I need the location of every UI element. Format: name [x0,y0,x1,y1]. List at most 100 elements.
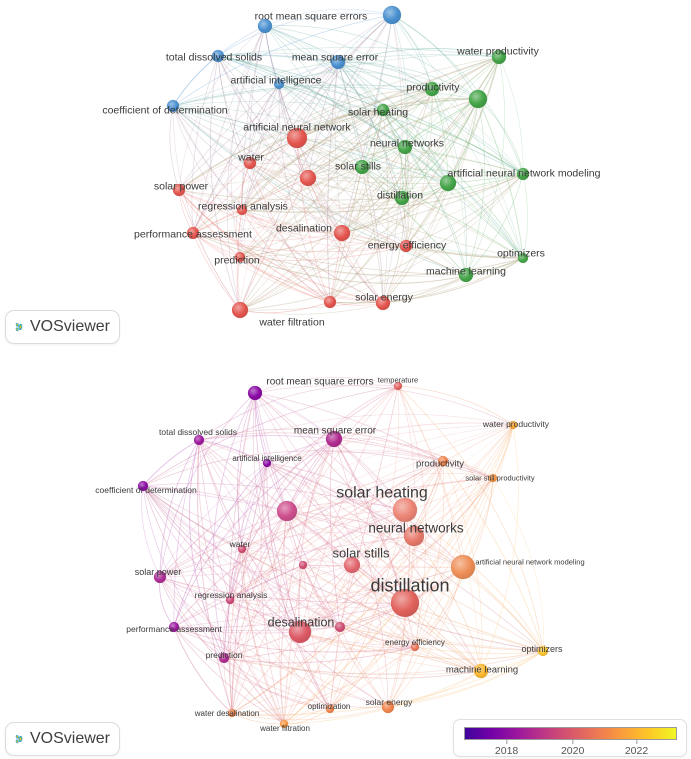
edge [283,626,341,725]
edge [391,14,409,247]
node-artificial-neural-network[interactable] [286,127,308,149]
node-water-productivity[interactable] [508,420,518,430]
node-solar-power[interactable] [172,183,186,197]
node-artificial-intelligence[interactable] [273,78,285,90]
vosviewer-logo-text: VOSviewer [29,318,110,335]
edge [178,88,433,191]
node-optimization[interactable] [325,704,335,714]
node-performance-assessment[interactable] [186,226,200,240]
edge [413,460,444,537]
edge [307,56,500,179]
node-solar-still-productivity[interactable] [488,473,498,483]
node-desalination[interactable] [333,224,351,242]
node-solar-energy[interactable] [381,700,395,714]
node-label-total-dissolved-solids: total dissolved solids [166,52,262,64]
edge [401,56,500,199]
node-prediction[interactable] [218,652,230,664]
node-regression-analysis[interactable] [225,595,235,605]
node-unlabeled[interactable] [439,174,457,192]
edge [465,98,485,276]
edge [333,438,389,708]
node-energy-efficiency[interactable] [410,642,420,652]
node-desalination[interactable] [288,620,312,644]
node-unlabeled[interactable] [334,621,346,633]
node-productivity[interactable] [437,455,449,467]
node-water[interactable] [243,156,257,170]
edge [169,105,180,191]
cluster-map: root mean square errors total dissolved s… [102,5,601,329]
node-water-desalination[interactable] [227,708,237,718]
node-solar-stills[interactable] [354,159,370,175]
node-machine-learning[interactable] [458,267,474,283]
node-regression-analysis[interactable] [236,204,248,216]
edge [249,88,433,164]
edge [159,392,256,578]
edge [239,14,393,311]
node-prediction[interactable] [234,251,246,263]
edge [413,424,514,537]
edge [283,631,301,725]
edge [286,510,464,568]
node-unlabeled[interactable] [323,295,337,309]
node-artificial-neural-network-modeling[interactable] [516,167,530,181]
tick-label: 2022 [624,745,649,757]
edge [286,424,514,512]
node-solar-stills[interactable] [343,556,361,574]
edge [229,566,464,601]
node-performance-assessment[interactable] [168,621,180,633]
node-coefficient-of-determination[interactable] [137,480,149,492]
node-water-filtration[interactable] [279,719,289,729]
edge [299,631,544,660]
node-optimizers[interactable] [517,252,529,264]
edge [142,439,200,487]
edge [339,564,353,628]
node-distillation[interactable] [390,588,420,618]
edge [283,424,514,725]
edge [159,509,406,578]
node-unlabeled[interactable] [298,560,308,570]
node-artificial-neural-network-modeling[interactable] [450,554,476,580]
node-unlabeled[interactable] [468,89,488,109]
node-solar-power[interactable] [153,570,167,584]
year-legend: 2018 2020 2022 [453,719,687,757]
node-water-filtration[interactable] [231,301,249,319]
node-unlabeled[interactable] [299,169,317,187]
node-mean-square-error[interactable] [330,54,346,70]
node-energy-efficiency[interactable] [399,239,413,253]
edge [339,385,399,628]
node-total-dissolved-solids[interactable] [193,434,205,446]
node-artificial-intelligence[interactable] [262,458,272,468]
node-water-productivity[interactable] [491,49,507,65]
edge [249,162,363,168]
node-water[interactable] [237,544,247,554]
node-machine-learning[interactable] [473,663,489,679]
edge [329,56,500,303]
edge [239,177,309,258]
edge [239,109,384,311]
edge [254,392,353,566]
node-total-dissolved-solids[interactable] [211,49,225,63]
node-mean-square-error[interactable] [325,430,343,448]
node-solar-energy[interactable] [375,295,391,311]
edge [229,462,268,601]
node-temperature[interactable] [393,381,403,391]
node-solar-heating[interactable] [376,103,390,117]
edge [223,462,268,659]
edge [217,55,343,234]
node-unlabeled[interactable] [382,5,402,25]
edge [307,14,393,179]
node-unlabeled[interactable] [276,500,298,522]
node-root-mean-square-errors[interactable] [257,18,273,34]
edge [217,55,384,304]
edge [431,88,449,184]
node-neural-networks[interactable] [397,139,413,155]
node-solar-heating[interactable] [392,497,418,523]
edge [302,564,341,628]
edge [142,485,285,725]
node-root-mean-square-errors[interactable] [247,385,263,401]
node-distillation[interactable] [394,190,410,206]
node-neural-networks[interactable] [403,525,425,547]
node-coefficient-of-determination[interactable] [166,99,180,113]
node-optimizers[interactable] [537,645,549,657]
node-productivity[interactable] [424,81,440,97]
